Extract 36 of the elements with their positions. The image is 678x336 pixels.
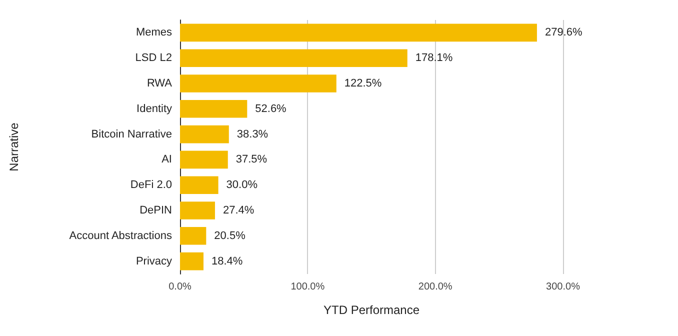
data-label: 20.5% [214,230,246,242]
data-label: 122.5% [344,78,382,90]
y-tick-label: LSD L2 [135,52,172,64]
x-tick-label: 200.0% [418,282,452,292]
bar [180,150,228,169]
y-tick-label: Bitcoin Narrative [91,128,172,140]
y-tick-label: Memes [136,26,172,39]
data-label: 18.4% [211,255,243,268]
data-label: 37.5% [236,154,268,166]
y-tick-label: RWA [146,78,173,90]
data-label: 38.3% [236,128,268,140]
data-label: 178.1% [415,52,453,64]
x-tick-label: 300.0% [546,282,580,292]
y-tick-label: Identity [136,102,172,115]
bar [180,24,537,42]
data-label: 279.6% [544,26,582,39]
x-axis-title: YTD Performance [323,303,420,317]
y-tick-label: DeFi 2.0 [130,179,172,192]
bar [180,227,206,245]
bar [180,252,204,270]
y-tick-label: AI [162,154,172,166]
bar [180,74,336,92]
data-label: 30.0% [226,179,258,192]
x-tick-label: 100.0% [290,282,325,292]
data-label: 52.6% [255,102,287,115]
bar [180,49,408,67]
y-axis-title: Narrative [7,122,21,172]
bar [180,202,215,220]
y-tick-label: DePIN [140,204,172,216]
data-label: 27.4% [222,204,254,216]
bar [180,100,248,118]
bar [180,125,229,144]
y-tick-label: Privacy [136,255,172,268]
bar [180,176,218,194]
y-tick-label: Account Abstractions [69,230,172,242]
x-tick-label: 0.0% [168,282,192,292]
